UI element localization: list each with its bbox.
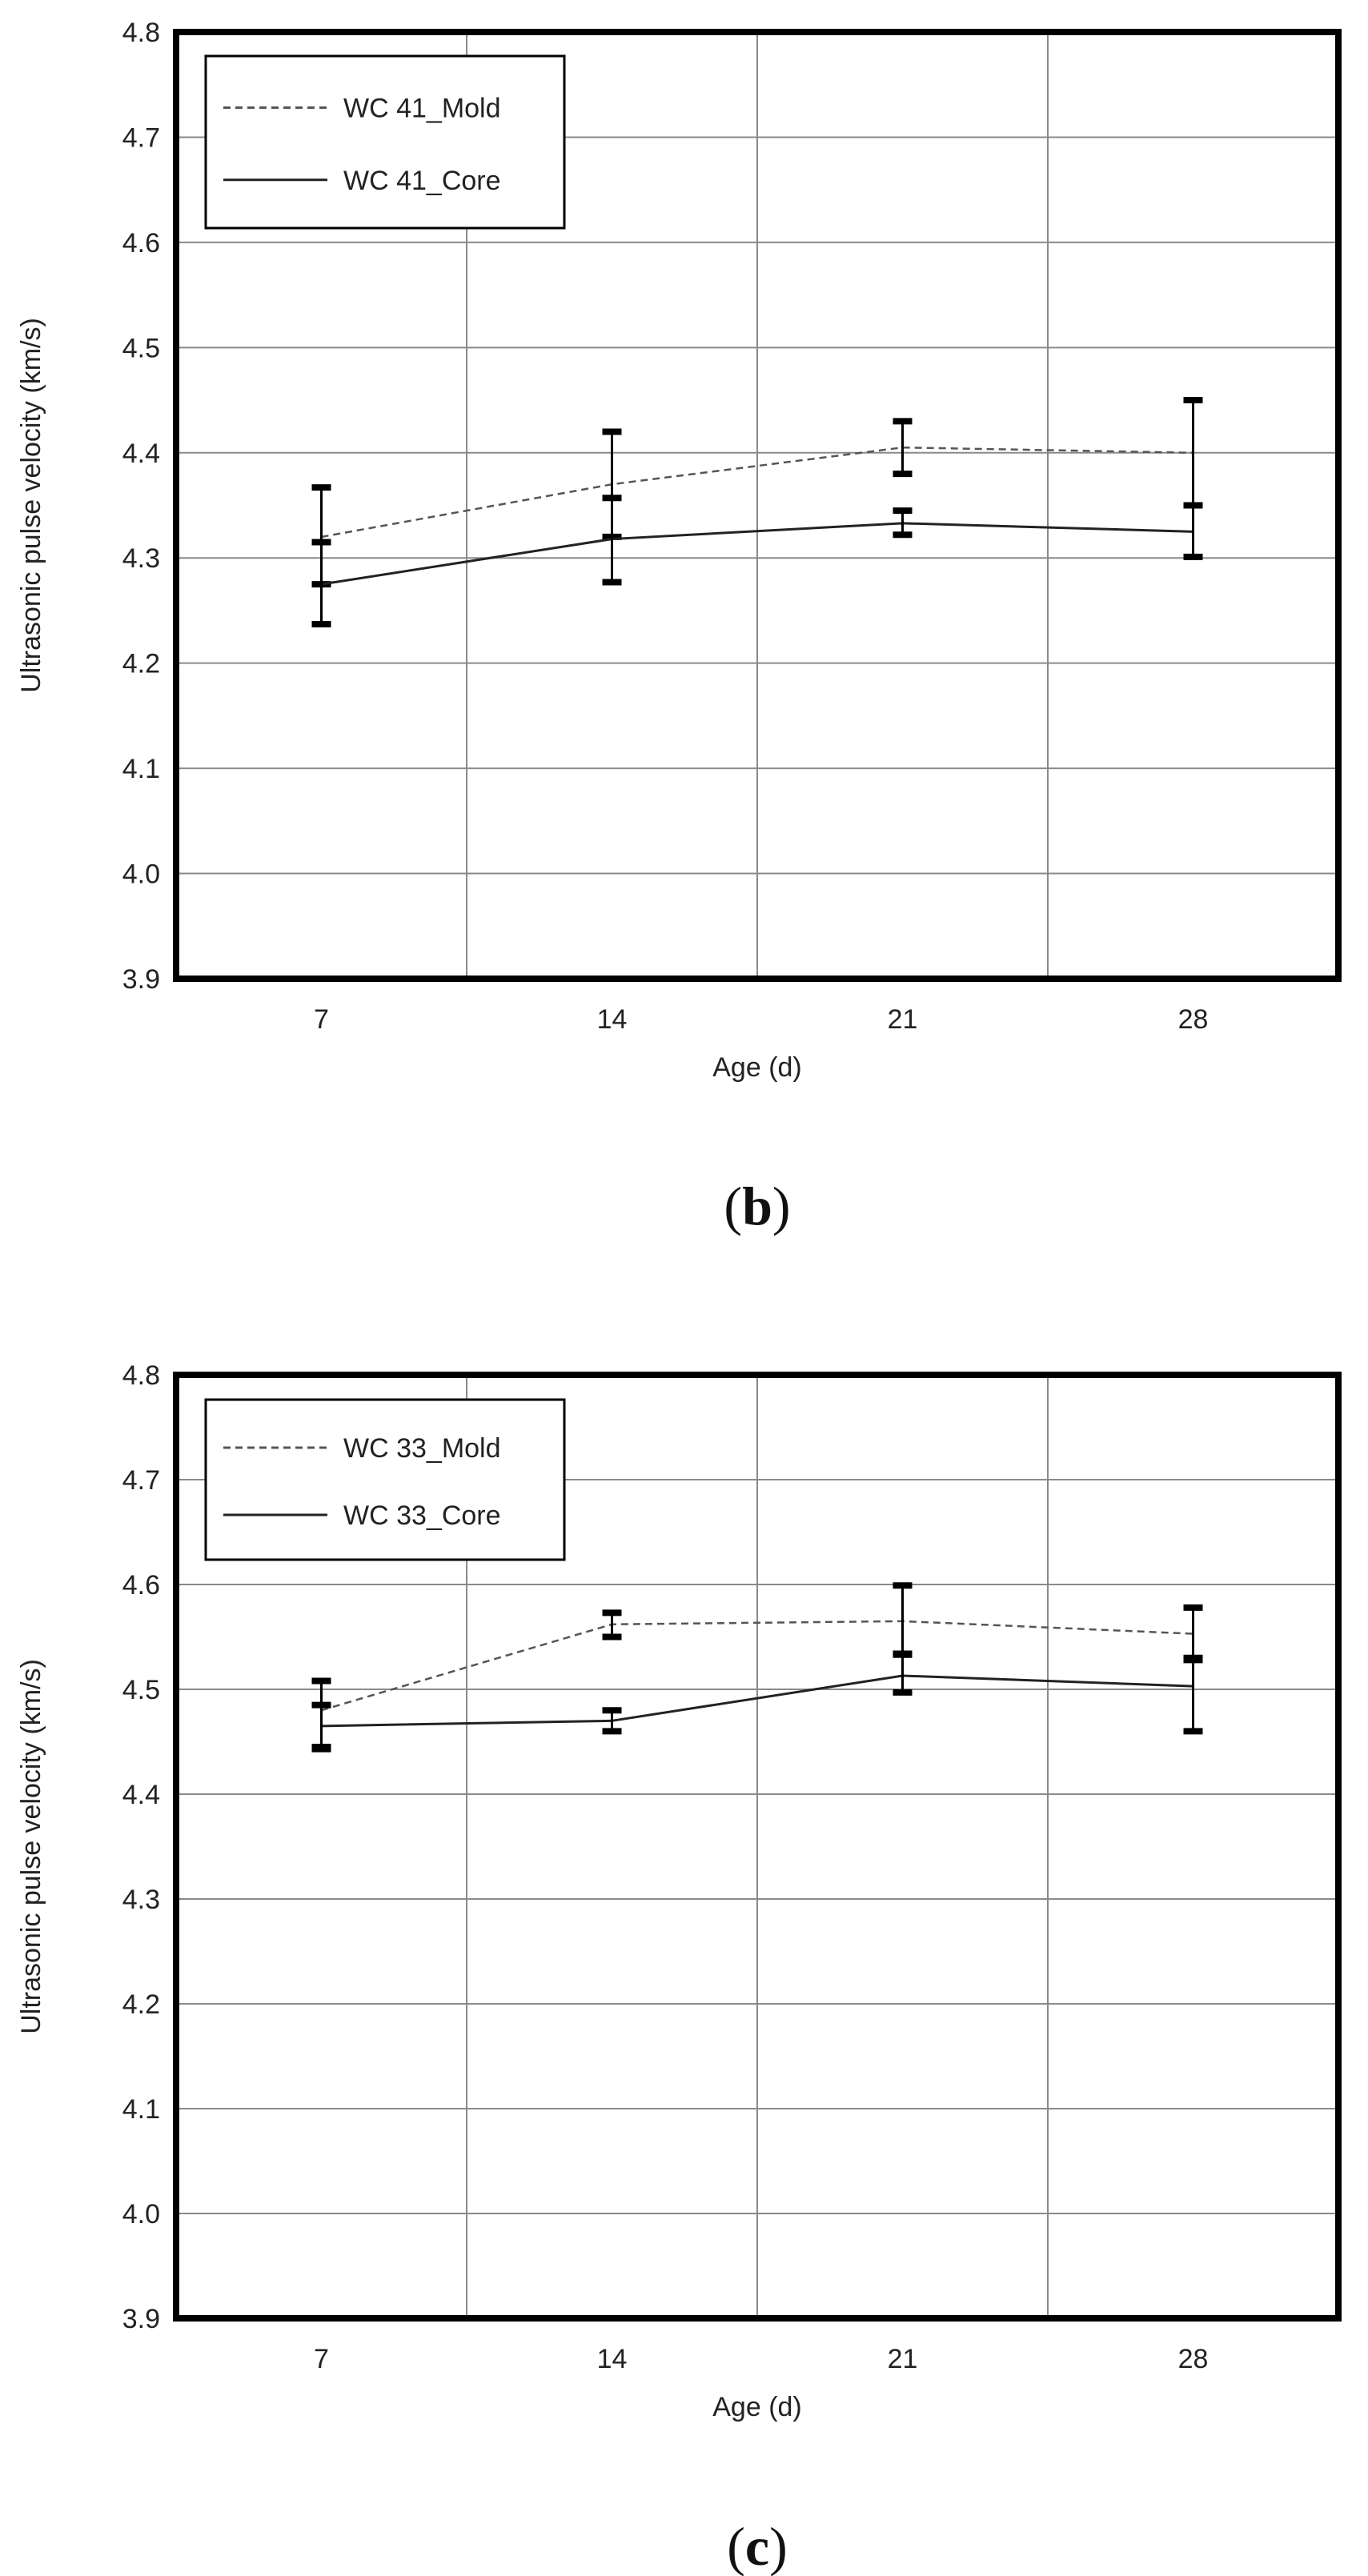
x-tick-label: 14 bbox=[597, 2344, 628, 2374]
legend-box bbox=[204, 1398, 566, 1561]
chart-panel: 3.9 4.0 4.1 4.2 4.3 4.4 4.5 4.6 4.7 4.8 7 14 21 28 Age… bbox=[16, 1360, 1342, 2576]
x-tick-label: 7 bbox=[314, 2344, 329, 2374]
panel-caption: (c) bbox=[727, 2516, 788, 2576]
y-tick-label: 4.2 bbox=[122, 649, 160, 679]
y-tick-label: 4.3 bbox=[122, 543, 160, 574]
y-tick-label: 4.4 bbox=[122, 439, 160, 469]
series-line-mold bbox=[321, 446, 1193, 539]
y-tick-label: 4.1 bbox=[122, 754, 160, 784]
y-tick-label: 4.1 bbox=[122, 2094, 160, 2125]
series-line-mold bbox=[321, 1620, 1193, 1712]
panel-caption-part: ) bbox=[769, 2516, 788, 2576]
legend-label: WC 33_Core bbox=[343, 1500, 501, 1531]
y-tick-label: 3.9 bbox=[122, 2304, 160, 2334]
x-tick-label: 21 bbox=[888, 1004, 918, 1035]
panel-caption-part: ) bbox=[772, 1176, 791, 1236]
y-axis-title: Ultrasonic pulse velocity (km/s) bbox=[16, 1659, 46, 2034]
x-axis-title: Age (d) bbox=[712, 2392, 802, 2422]
plot-frame bbox=[173, 1372, 1342, 2322]
legend-box bbox=[204, 54, 566, 230]
legend-label: WC 33_Mold bbox=[343, 1433, 501, 1464]
x-tick-label: 14 bbox=[597, 1004, 628, 1035]
plot-frame bbox=[173, 29, 1342, 982]
y-tick-label: 4.3 bbox=[122, 1885, 160, 1915]
y-tick-label: 3.9 bbox=[122, 964, 160, 995]
panel-caption: (b) bbox=[724, 1176, 790, 1236]
series-line-core bbox=[321, 1674, 1193, 1728]
y-tick-label: 4.8 bbox=[122, 1360, 160, 1391]
y-tick-label: 4.6 bbox=[122, 228, 160, 258]
y-tick-label: 4.0 bbox=[122, 859, 160, 890]
y-tick-label: 4.5 bbox=[122, 1675, 160, 1705]
panel-caption-part: b bbox=[742, 1176, 772, 1236]
panel-caption-part: ( bbox=[727, 2516, 745, 2576]
y-tick-label: 4.7 bbox=[122, 122, 160, 153]
x-tick-label: 7 bbox=[314, 1004, 329, 1035]
chart-panel: 3.9 4.0 4.1 4.2 4.3 4.4 4.5 4.6 4.7 4.8 7 14 21 28 Age… bbox=[16, 18, 1342, 1236]
x-tick-label: 21 bbox=[888, 2344, 918, 2374]
x-tick-label: 28 bbox=[1178, 2344, 1209, 2374]
panel-caption-part: c bbox=[745, 2516, 769, 2576]
panel-caption-part: ( bbox=[724, 1176, 742, 1236]
y-tick-label: 4.4 bbox=[122, 1780, 160, 1810]
x-axis-title: Age (d) bbox=[712, 1052, 802, 1083]
y-tick-label: 4.0 bbox=[122, 2199, 160, 2229]
y-tick-label: 4.7 bbox=[122, 1465, 160, 1496]
y-axis-title: Ultrasonic pulse velocity (km/s) bbox=[16, 318, 46, 693]
y-tick-label: 4.8 bbox=[122, 18, 160, 48]
y-tick-label: 4.5 bbox=[122, 333, 160, 363]
legend-label: WC 41_Core bbox=[343, 166, 501, 196]
legend-label: WC 41_Mold bbox=[343, 94, 501, 124]
y-tick-label: 4.2 bbox=[122, 1989, 160, 2020]
series-line-core bbox=[321, 522, 1193, 586]
x-tick-label: 28 bbox=[1178, 1004, 1209, 1035]
y-tick-label: 4.6 bbox=[122, 1570, 160, 1600]
